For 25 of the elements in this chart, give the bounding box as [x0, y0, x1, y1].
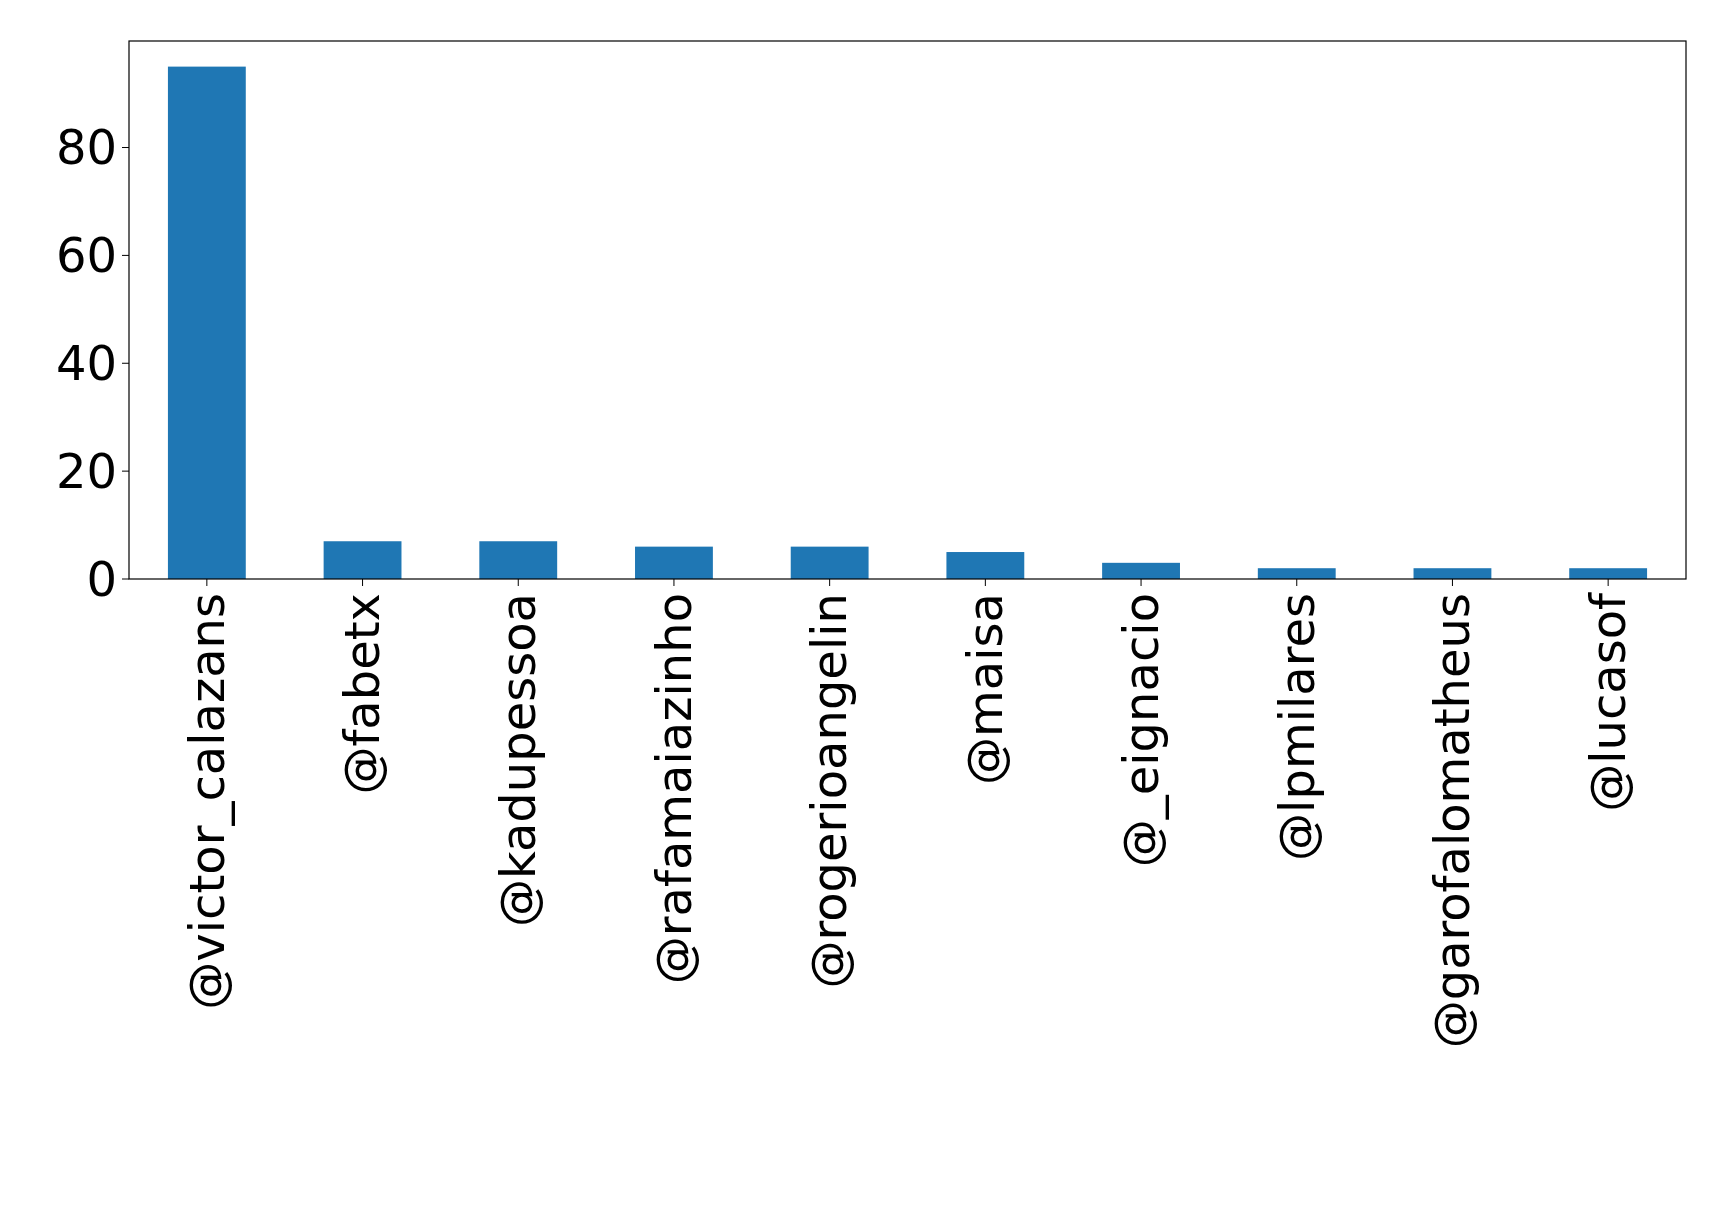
bar	[1413, 568, 1492, 579]
y-tick-label: 20	[55, 442, 117, 499]
x-tick-label: @garofalomatheus	[1424, 593, 1481, 1049]
bar	[167, 66, 246, 579]
bar	[790, 546, 869, 579]
x-tick-label: @lucasof	[1579, 591, 1636, 812]
y-tick-label: 0	[86, 550, 117, 607]
bar	[1257, 568, 1336, 579]
x-tick-label: @kadupessoa	[490, 593, 547, 928]
x-tick-label: @_eignacio	[1112, 593, 1169, 868]
y-tick-label: 80	[55, 119, 117, 176]
x-tick-label: @rafamaiazinho	[645, 593, 702, 985]
x-tick-label: @lpmilares	[1268, 593, 1325, 861]
bar	[635, 546, 713, 579]
x-tick-label: @victor_calazans	[178, 593, 235, 1010]
y-tick-label: 60	[55, 227, 117, 284]
bar	[323, 541, 402, 579]
bar	[479, 541, 558, 579]
bar	[946, 552, 1025, 579]
x-tick-label: @fabetx	[334, 593, 391, 795]
bar	[1569, 568, 1648, 579]
x-tick-label: @maisa	[957, 593, 1014, 785]
y-tick-label: 40	[55, 335, 117, 392]
bar	[1102, 562, 1180, 579]
x-tick-label: @rogerioangelin	[801, 593, 858, 989]
